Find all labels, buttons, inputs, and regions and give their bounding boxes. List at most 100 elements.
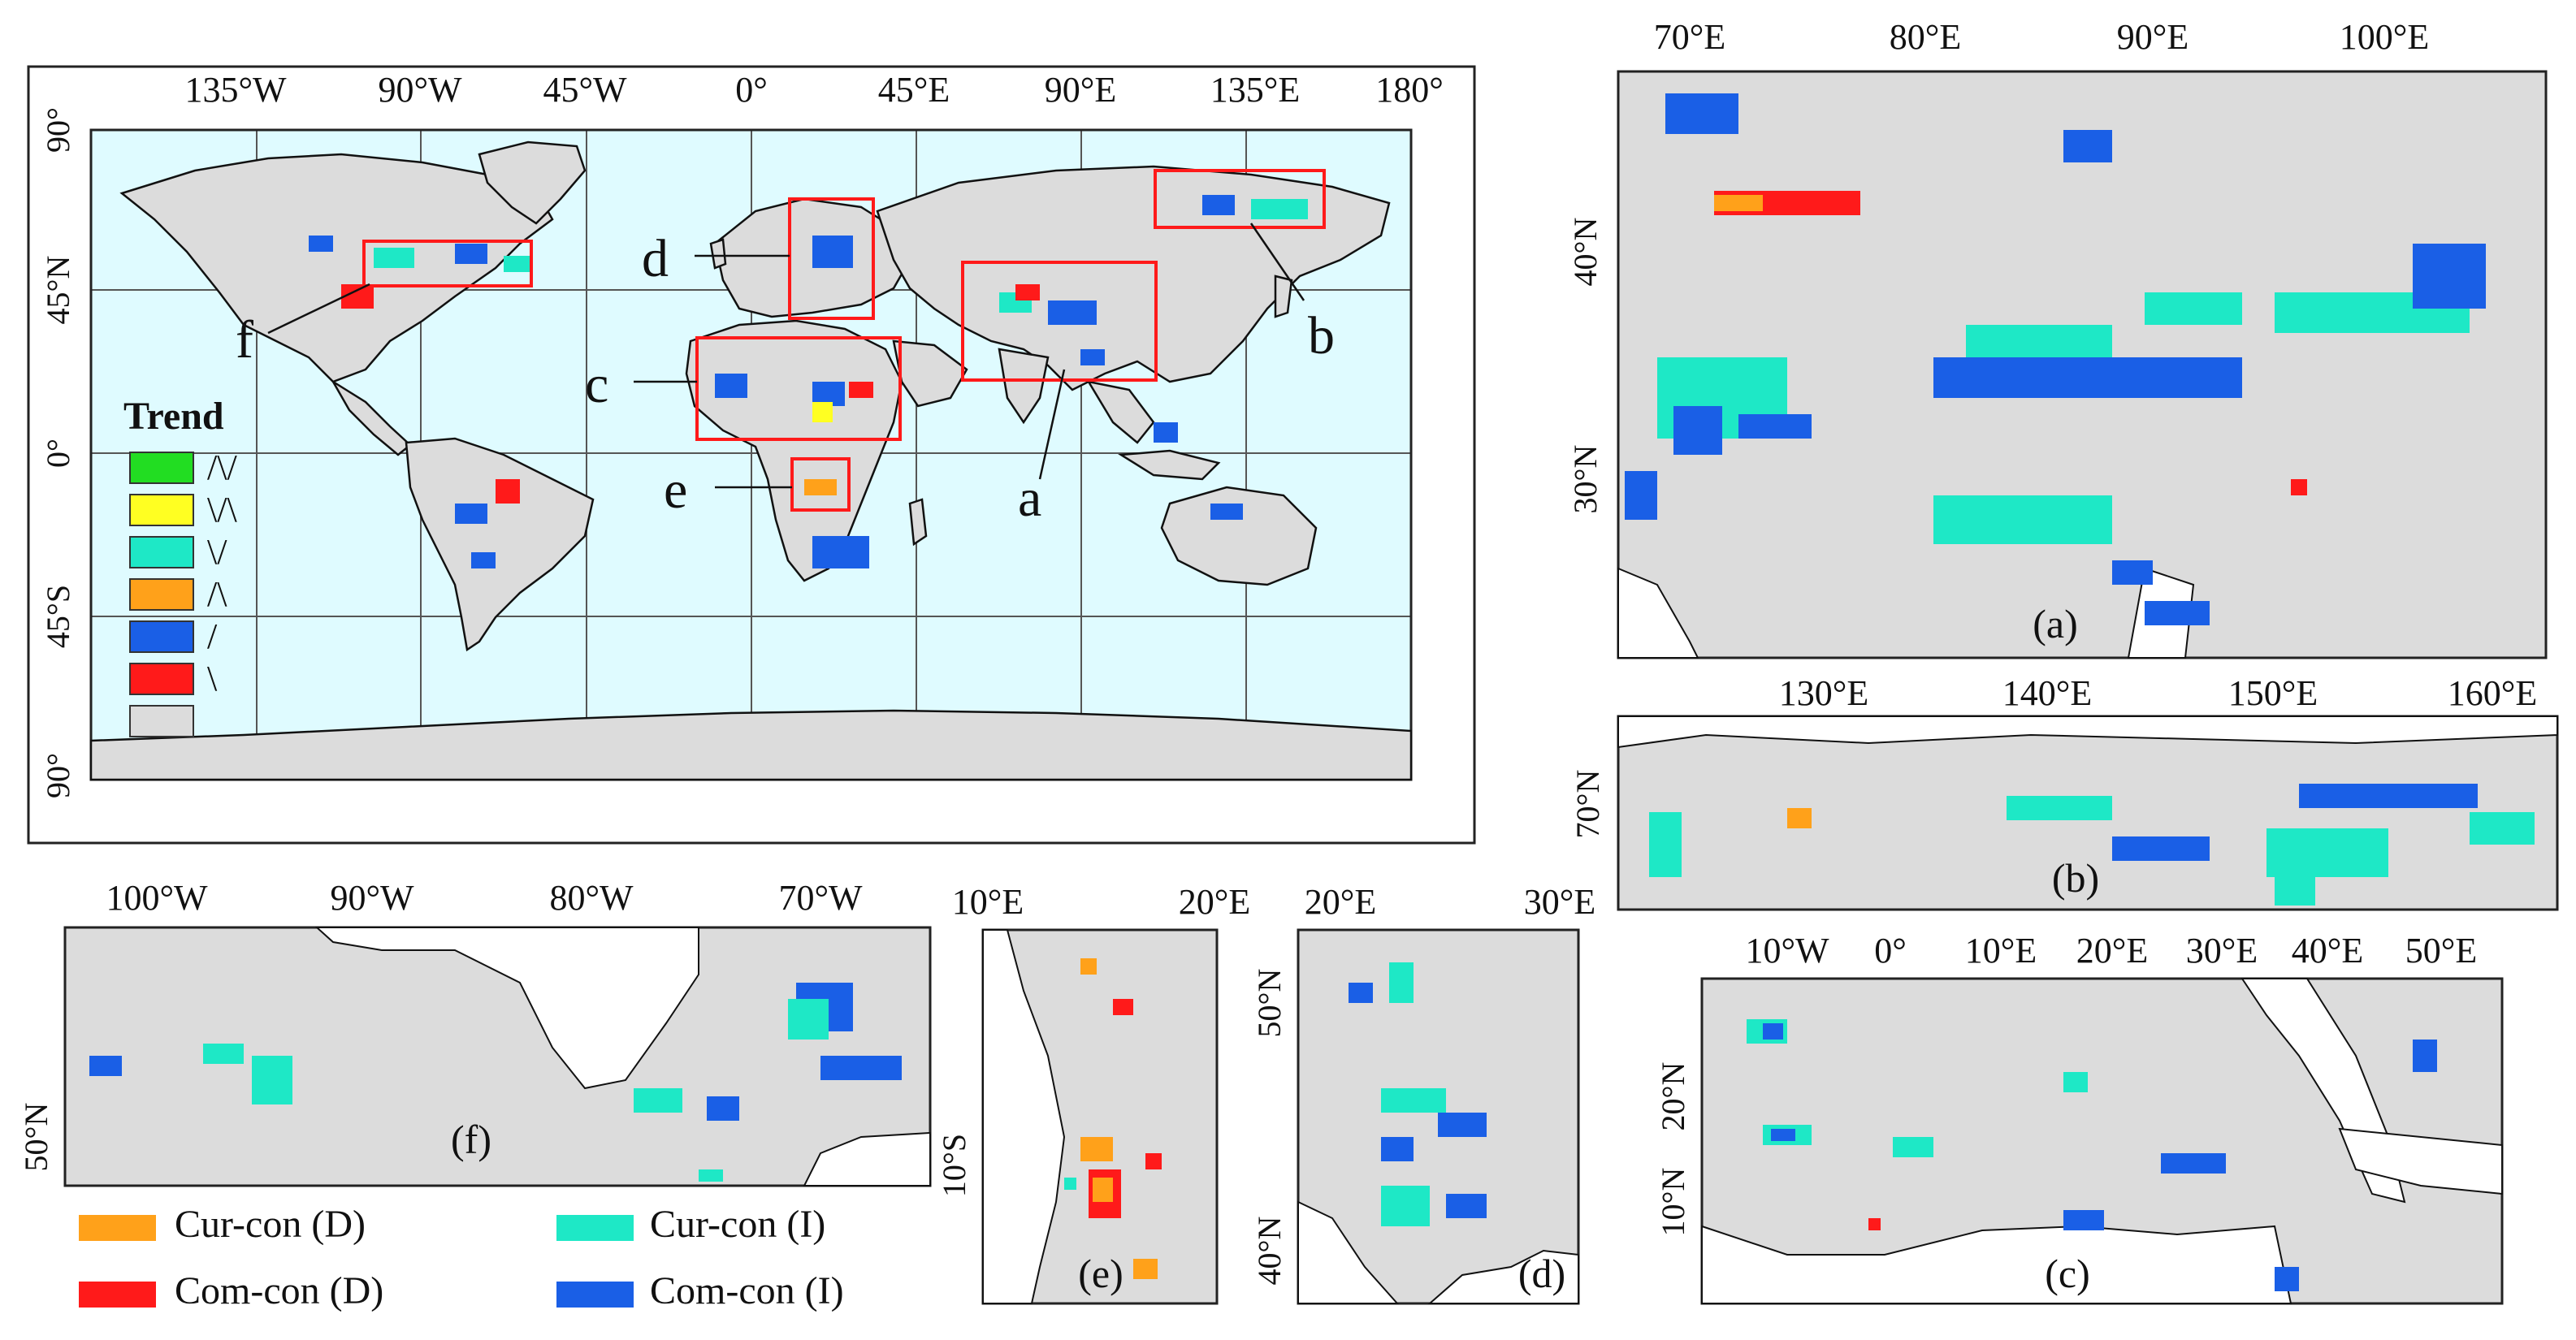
panel-b-left-tick: 70°N: [1569, 770, 1606, 839]
category-swatch: [79, 1215, 156, 1241]
panel-a-left-tick: 40°N: [1567, 218, 1604, 287]
legend-symbol: /: [207, 616, 218, 656]
panel-c-top-tick: 10°W: [1745, 931, 1829, 970]
australia: [1160, 486, 1318, 586]
world-left-tick: 45°S: [40, 585, 76, 648]
panel-a-top-tick: 100°E: [2340, 17, 2429, 57]
panel-e-left-tick: 10°S: [936, 1134, 972, 1197]
panel-a: 70°E 80°E 90°E 100°E 40°N 30°N (a): [1567, 17, 2548, 659]
panel-d-left-tick: 40°N: [1251, 1217, 1288, 1286]
panel-c-pixels: [1747, 1019, 2437, 1291]
southeast-asia: [1086, 380, 1155, 444]
trend-legend-title: Trend: [123, 395, 224, 438]
category-label: Com-con (I): [650, 1269, 844, 1312]
world-left-tick: 45°N: [40, 256, 76, 325]
panel-b-label: (b): [2052, 855, 2099, 901]
legend-swatch: [129, 578, 194, 611]
panel-f-top-tick: 90°W: [330, 878, 414, 918]
world-top-tick: 90°E: [1045, 70, 1116, 110]
panel-f-top-tick: 80°W: [549, 878, 634, 918]
panel-f-left-tick: 50°N: [18, 1103, 54, 1172]
asia: [876, 165, 1391, 391]
legend-swatch: [129, 663, 194, 695]
north-america: [119, 153, 554, 383]
world-trend-pixels: [309, 195, 1308, 568]
madagascar: [908, 498, 928, 547]
panel-d-label: (d): [1518, 1251, 1565, 1296]
box-a: [961, 261, 1158, 382]
panel-c-left-tick: 10°N: [1655, 1168, 1691, 1237]
legend-swatch: [129, 494, 194, 526]
legend-symbol: \/\: [207, 490, 237, 530]
world-left-tick: 90°: [40, 107, 76, 153]
panel-d-top-tick: 20°E: [1305, 882, 1376, 922]
category-swatch: [556, 1282, 634, 1308]
panel-c-label: (c): [2045, 1251, 2090, 1296]
panel-b-top-tick: 130°E: [1779, 673, 1868, 713]
legend-symbol: /\/: [207, 447, 237, 487]
world-top-tick: 0°: [735, 70, 768, 110]
panel-f: 100°W 90°W 80°W 70°W 50°N (f): [18, 878, 932, 1187]
panel-f-label: (f): [451, 1117, 491, 1162]
world-top-tick: 180°: [1375, 70, 1444, 110]
region-label-b: b: [1308, 306, 1335, 365]
japan: [1274, 274, 1293, 318]
region-label-a: a: [1018, 469, 1041, 528]
panel-c-top-tick: 20°E: [2076, 931, 2148, 970]
panel-b-top-tick: 150°E: [2228, 673, 2318, 713]
legend-swatch: [129, 705, 194, 737]
world-left-tick: 90°: [40, 753, 76, 798]
panel-c-top-tick: 40°E: [2292, 931, 2363, 970]
panel-a-pixels: [1625, 93, 2486, 625]
panel-c-top-tick: 30°E: [2186, 931, 2258, 970]
legend-swatch: [129, 620, 194, 653]
legend-swatch: [129, 536, 194, 568]
panel-f-top-tick: 70°W: [778, 878, 863, 918]
panel-a-top-tick: 70°E: [1654, 17, 1725, 57]
panel-b-top-tick: 160°E: [2448, 673, 2537, 713]
panel-e-pixels: [1064, 958, 1162, 1279]
panel-c: 10°W 0° 10°E 20°E 30°E 40°E 50°E 20°N 10…: [1655, 931, 2504, 1305]
indonesia: [1118, 449, 1221, 481]
panel-c-top-tick: 0°: [1874, 931, 1907, 970]
category-legend: Cur-con (D) Com-con (D) Cur-con (I) Com-…: [79, 1203, 844, 1312]
panel-c-top-tick: 50°E: [2405, 931, 2477, 970]
world-left-tick: 0°: [40, 439, 76, 468]
panel-f-pixels: [89, 983, 902, 1182]
panel-e: 10°E 20°E 10°S (e): [936, 882, 1250, 1305]
panel-e-label: (e): [1078, 1251, 1123, 1296]
world-top-tick: 45°W: [543, 70, 627, 110]
category-swatch: [79, 1282, 156, 1308]
panel-a-top-tick: 90°E: [2117, 17, 2189, 57]
panel-b: 130°E 140°E 150°E 160°E 70°N (b): [1569, 673, 2559, 911]
world-top-tick: 90°W: [378, 70, 462, 110]
box-d: [788, 197, 875, 320]
panel-a-label: (a): [2033, 601, 2078, 646]
region-leaders: [267, 223, 1305, 489]
panel-d-left-tick: 50°N: [1251, 969, 1288, 1038]
region-label-c: c: [585, 355, 608, 414]
central-america: [331, 380, 412, 456]
panel-d-top-tick: 30°E: [1524, 882, 1595, 922]
antarctica: [89, 709, 1413, 781]
south-america: [405, 437, 595, 652]
greenland: [478, 140, 587, 225]
world-top-tick: 135°W: [184, 70, 287, 110]
panel-b-top-tick: 140°E: [2002, 673, 2092, 713]
box-c: [695, 336, 902, 441]
panel-e-top-tick: 10°E: [952, 882, 1024, 922]
legend-symbol: \: [207, 659, 218, 698]
category-label: Com-con (D): [175, 1269, 383, 1312]
panel-f-top-tick: 100°W: [106, 878, 208, 918]
india: [998, 348, 1050, 425]
world-top-tick: 135°E: [1210, 70, 1300, 110]
region-label-d: d: [642, 229, 669, 288]
uk: [709, 238, 727, 270]
panel-d-pixels: [1349, 962, 1487, 1226]
box-f: [362, 240, 533, 287]
region-label-f: f: [236, 310, 253, 370]
category-swatch: [556, 1215, 634, 1241]
category-label: Cur-con (I): [650, 1203, 825, 1246]
legend-symbol: /\: [207, 574, 227, 614]
